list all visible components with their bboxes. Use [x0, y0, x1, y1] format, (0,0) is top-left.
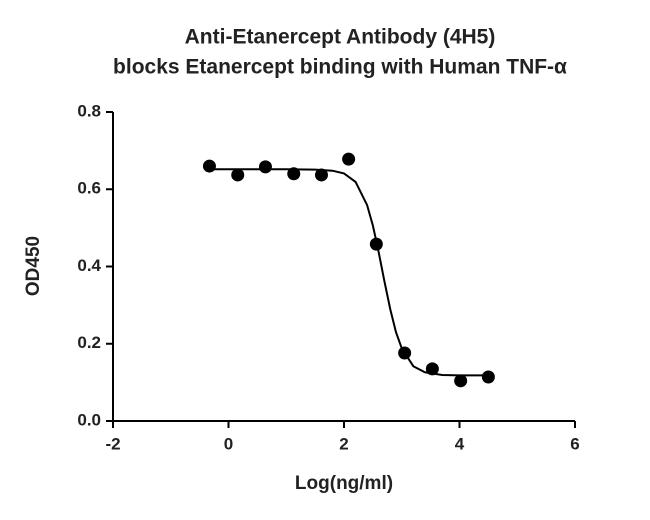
x-axis-label: Log(ng/ml) — [295, 473, 393, 494]
data-point — [231, 168, 245, 182]
x-tick-label: 2 — [339, 434, 348, 453]
chart-title: Anti-Etanercept Antibody (4H5) — [185, 26, 496, 49]
chart-title: blocks Etanercept binding with Human TNF… — [113, 56, 567, 79]
data-point — [287, 167, 301, 181]
fit-curve — [211, 168, 489, 377]
y-tick-label: 0.8 — [77, 101, 101, 120]
x-tick-label: 6 — [570, 434, 579, 453]
y-tick-label: 0.6 — [77, 179, 101, 198]
data-point — [398, 346, 412, 360]
y-tick-label: 0.0 — [77, 410, 101, 429]
data-point — [258, 160, 272, 174]
x-tick-label: 4 — [455, 434, 465, 453]
y-tick-label: 0.2 — [77, 333, 101, 352]
data-point — [369, 237, 383, 251]
data-point — [481, 370, 495, 384]
data-point — [342, 152, 356, 166]
y-axis-label: OD450 — [23, 236, 44, 296]
x-tick-label: -2 — [105, 434, 120, 453]
data-point — [454, 374, 468, 388]
x-tick-label: 0 — [224, 434, 233, 453]
data-point — [202, 159, 216, 173]
data-point — [425, 362, 439, 376]
y-tick-label: 0.4 — [77, 256, 101, 275]
data-point — [314, 168, 328, 182]
